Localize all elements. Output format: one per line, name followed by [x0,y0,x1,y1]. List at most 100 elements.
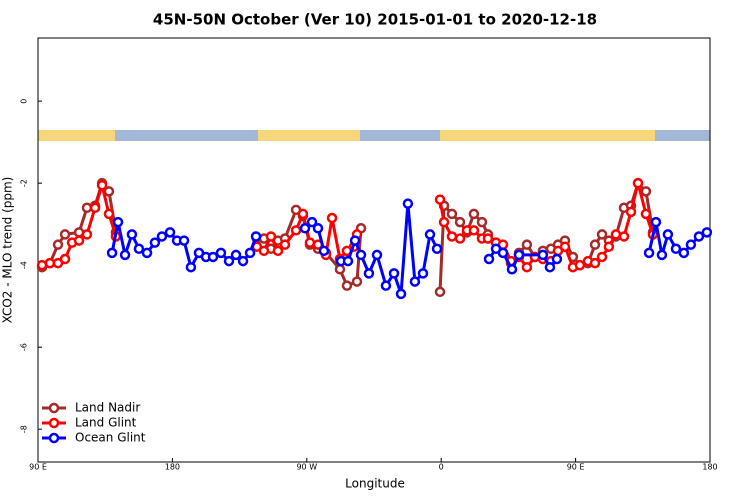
data-point [112,216,124,228]
data-point [178,235,190,246]
data-point [141,247,153,259]
y-axis-label: XCO2 - MLO trend (ppm) [1,177,15,324]
data-point [417,268,429,279]
legend-label: Land Nadir [75,401,140,415]
x-tick-label: 180 [702,463,717,472]
legend-marker [48,417,60,429]
data-point [589,257,601,269]
land-band [440,130,655,141]
data-point [103,186,115,197]
data-point [434,286,446,298]
data-point [497,247,509,259]
data-point [304,237,316,248]
data-point [596,229,608,240]
data-point [106,247,118,259]
data-point [363,268,375,279]
y-tick-label: -6 [20,343,29,351]
plot-frame [37,37,711,463]
y-tick-label: -4 [20,261,29,269]
data-point [446,208,458,220]
land-band [258,130,360,141]
data-point [610,229,622,240]
data-point [424,229,436,240]
data-point [640,186,652,197]
data-point [521,239,533,250]
data-point [279,239,291,250]
data-point [103,208,115,220]
data-point [438,216,450,228]
data-point [355,249,367,261]
data-point [559,241,571,252]
data-point [656,249,668,261]
data-point [290,225,302,236]
data-point [312,223,324,234]
data-point [454,216,466,228]
data-point [272,245,284,257]
data-point [81,202,93,214]
data-point [59,229,71,240]
data-point [678,247,690,259]
data-point [537,249,549,261]
data-point [544,261,556,273]
data-point [164,227,176,238]
land-band [38,130,115,141]
data-point [431,243,443,255]
chart-title: 45N-50N October (Ver 10) 2015-01-01 to 2… [153,11,597,29]
y-tick-label: -2 [20,179,29,187]
ocean-band [360,130,440,141]
data-point [342,255,354,267]
land-ocean-strip [38,130,710,141]
data-point [126,229,138,240]
data-point [73,235,85,246]
data-point [371,249,383,261]
data-point [96,179,108,191]
data-point [258,245,270,257]
data-point [349,235,361,246]
data-point [230,249,242,261]
data-point [513,249,525,261]
data-point [589,239,601,250]
data-point [603,241,615,252]
legend-marker [48,402,60,414]
ocean-band [115,130,258,141]
data-point [81,229,93,240]
data-point [297,208,309,220]
data-point [250,231,262,242]
legend-marker [48,432,60,444]
data-point [662,229,674,240]
ocean-band [655,130,710,141]
data-point [119,249,131,261]
data-point [133,243,145,255]
x-tick-label: 180 [165,463,180,472]
legend-label: Land Glint [75,416,137,430]
x-tick-label: 90 E [567,463,585,472]
data-point [446,231,458,242]
data-point [244,247,256,259]
x-tick-label: 0 [439,463,444,472]
data-point [574,259,586,271]
data-point [468,225,480,236]
legend-label: Ocean Glint [75,431,146,445]
data-point [596,251,608,263]
x-tick-label: 90 E [29,463,47,472]
data-point [380,280,392,291]
data-point [388,268,400,279]
data-point [454,233,466,244]
data-point [476,216,488,228]
data-point [618,231,630,242]
data-point [306,216,318,228]
data-point [341,280,353,291]
x-tick-label: 90 W [296,463,317,472]
data-point [149,237,161,248]
data-point [640,208,652,220]
data-point [685,239,697,250]
y-tick-label: 0 [20,99,29,104]
data-point [299,223,311,234]
data-point [351,276,363,287]
data-point [318,245,330,257]
data-point [237,255,249,267]
data-point [156,231,168,242]
data-point [650,216,662,228]
data-point [265,231,277,242]
